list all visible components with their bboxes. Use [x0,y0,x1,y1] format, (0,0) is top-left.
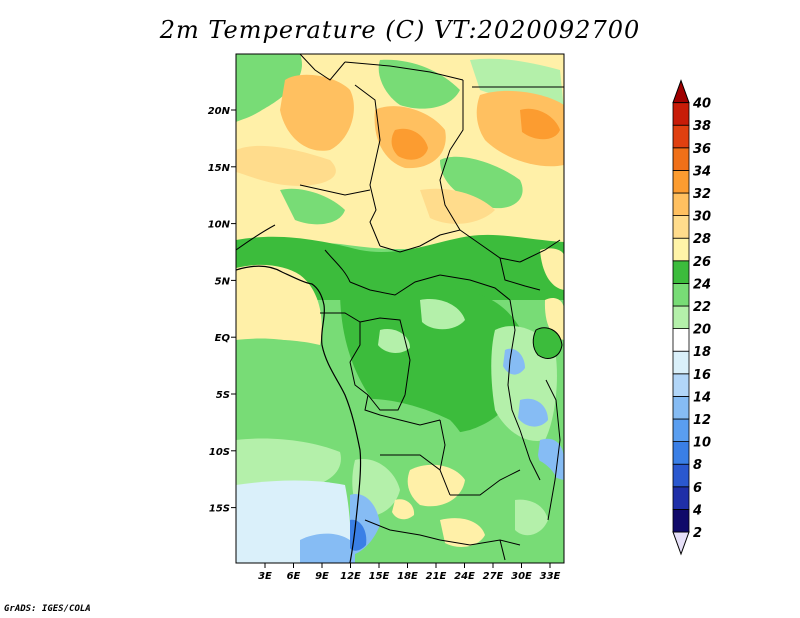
colorbar-label: 28 [693,232,711,247]
colorbar-swatch [672,328,690,352]
lon-tick-label: 18E [397,571,418,582]
coastline [236,265,362,563]
lat-tick-label: EQ [215,333,231,344]
colorbar-max-triangle [672,79,690,104]
colorbar-swatch [672,237,690,262]
colorbar-label: 24 [693,277,711,292]
colorbar-swatch [672,102,690,126]
lon-tick-label: 15E [369,571,390,582]
colorbar-swatch [672,395,690,420]
colorbar-swatch [672,169,690,194]
lat-tick-label: 5N [215,276,231,287]
colorbar-label: 12 [693,413,711,428]
lat-tick-label: 5S [216,390,230,401]
colorbar-label: 36 [693,142,711,157]
lon-tick-label: 6E [287,571,301,582]
colorbar-label: 6 [693,481,702,496]
colorbar-swatch [672,508,690,533]
colorbar-label: 34 [693,164,711,179]
temperature-field [236,54,564,563]
lat-tick-label: 10S [209,447,230,458]
colorbar-label: 26 [693,255,711,270]
lat-tick-label: 10N [208,220,231,231]
colorbar-label: 16 [693,368,711,383]
lon-tick-label: 21E [426,571,447,582]
colorbar-label: 32 [693,187,711,202]
map-frame [235,53,565,564]
colorbar-label: 22 [693,300,711,315]
colorbar-swatch [672,418,690,443]
longitude-axis: 3E 6E 9E 12E 15E 18E 21E 24E 27E 30E 33E [258,563,561,582]
colorbar-label: 8 [693,458,702,473]
lon-tick-label: 30E [511,571,532,582]
country-borders [236,54,564,561]
colorbar-swatch [672,260,690,284]
colorbar-swatch [672,192,690,217]
colorbar-label: 20 [693,323,711,338]
colorbar-label: 14 [693,390,711,405]
colorbar-label: 18 [693,345,711,360]
latitude-axis: 20N 15N 10N 5N EQ 5S 10S 15S [208,106,236,515]
colorbar-swatch [672,373,690,397]
lat-tick-label: 20N [208,106,231,117]
map-title: 2m Temperature (C) VT:2020092700 [159,16,641,44]
lon-tick-label: 33E [540,571,561,582]
colorbar-label: 38 [693,119,711,134]
colorbar-swatch [672,215,690,239]
colorbar-label: 4 [692,503,702,518]
lon-tick-label: 27E [483,571,504,582]
grads-credit: GrADS: IGES/COLA [4,604,91,614]
lon-tick-label: 24E [454,571,475,582]
colorbar-label: 10 [693,436,711,451]
colorbar-label: 40 [692,97,711,112]
colorbar-label: 30 [693,210,711,225]
colorbar-swatch [672,463,690,488]
colorbar-swatch [672,305,690,330]
lat-tick-label: 15N [208,163,231,174]
lon-tick-label: 3E [258,571,272,582]
colorbar-label: 2 [693,526,702,541]
lon-tick-label: 12E [340,571,361,582]
colorbar-swatch [672,282,690,307]
colorbar-swatch [672,147,690,171]
colorbar-min-triangle [672,531,690,556]
lon-tick-label: 9E [315,571,329,582]
colorbar-swatch [672,441,690,465]
colorbar-swatch [672,124,690,149]
colorbar-swatch [672,486,690,510]
colorbar-swatch [672,350,690,375]
lat-tick-label: 15S [209,504,230,515]
